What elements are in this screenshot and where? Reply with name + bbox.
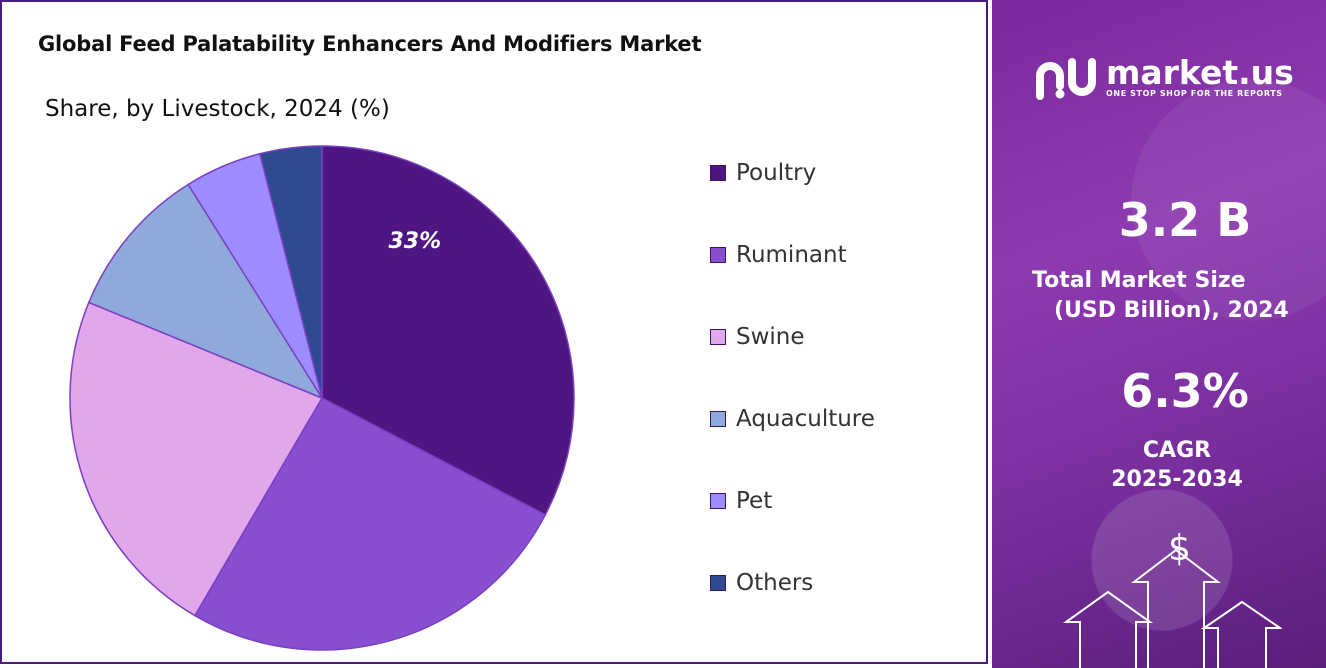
legend-swatch: [710, 247, 726, 263]
legend-swatch: [710, 493, 726, 509]
pie-slice-others: [259, 145, 323, 399]
pie-slice-poultry: [321, 145, 575, 516]
chart-title: Global Feed Palatability Enhancers And M…: [38, 32, 702, 56]
legend-label: Poultry: [736, 160, 817, 186]
legend-label: Ruminant: [736, 242, 847, 268]
promo-background: [992, 0, 1326, 668]
legend-item-aquaculture: Aquaculture: [710, 378, 875, 460]
market-size-label-line2: (USD Billion), 2024: [1054, 298, 1289, 323]
promo-panel: market.us ONE STOP SHOP FOR THE REPORTS …: [992, 0, 1326, 668]
dollar-icon: $: [1168, 528, 1191, 569]
legend-item-swine: Swine: [710, 296, 875, 378]
legend-swatch: [710, 165, 726, 181]
market-us-logo-icon: [1036, 58, 1096, 100]
brand-tagline: ONE STOP SHOP FOR THE REPORTS: [1106, 88, 1283, 98]
chart-subtitle: Share, by Livestock, 2024 (%): [45, 96, 390, 122]
chart-legend: Poultry Ruminant Swine Aquaculture Pet Others: [710, 132, 875, 624]
brand-logo: market.us ONE STOP SHOP FOR THE REPORTS: [1034, 52, 1294, 102]
pie-slice-aquaculture: [87, 183, 324, 400]
growth-arrows-icon: [1062, 548, 1282, 668]
legend-label: Others: [736, 570, 814, 596]
cagr-period: 2025-2034: [1111, 467, 1243, 492]
legend-item-ruminant: Ruminant: [710, 214, 875, 296]
legend-item-poultry: Poultry: [710, 132, 875, 214]
pie-slice-ruminant: [193, 397, 547, 651]
pie-slice-swine: [69, 301, 324, 617]
chart-panel: Global Feed Palatability Enhancers And M…: [0, 0, 988, 664]
legend-swatch: [710, 329, 726, 345]
cagr-value: 6.3%: [1121, 364, 1249, 418]
market-size-value: 3.2 B: [1118, 193, 1252, 247]
data-label-poultry: 33%: [389, 229, 442, 254]
market-size-label-line1: Total Market Size: [1032, 268, 1246, 293]
legend-item-pet: Pet: [710, 460, 875, 542]
legend-label: Pet: [736, 488, 773, 514]
legend-label: Aquaculture: [736, 406, 875, 432]
legend-swatch: [710, 411, 726, 427]
cagr-label: CAGR: [1142, 438, 1212, 463]
pie-chart: 33%: [69, 145, 575, 651]
legend-label: Swine: [736, 324, 805, 350]
brand-name: market.us: [1106, 52, 1294, 92]
legend-item-others: Others: [710, 542, 875, 624]
legend-swatch: [710, 575, 726, 591]
